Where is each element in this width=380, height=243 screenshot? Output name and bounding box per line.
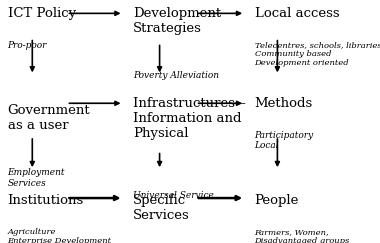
Text: People: People [255, 194, 299, 207]
Text: Universal Service: Universal Service [133, 191, 214, 200]
Text: Local access: Local access [255, 7, 339, 20]
Text: Participatory
Local: Participatory Local [255, 131, 314, 150]
Text: Employment
Services: Employment Services [8, 168, 65, 188]
Text: Government
as a user: Government as a user [8, 104, 90, 132]
Text: Infrastructures –
Information and
Physical: Infrastructures – Information and Physic… [133, 97, 246, 140]
Text: Institutions: Institutions [8, 194, 84, 207]
Text: Pro-poor: Pro-poor [8, 41, 47, 50]
Text: Methods: Methods [255, 97, 313, 110]
Text: Farmers, Women,
Disadvantaged groups
Entrepreneurs
Youths: Farmers, Women, Disadvantaged groups Ent… [255, 228, 350, 243]
Text: Development
Strategies: Development Strategies [133, 7, 221, 35]
Text: Specific
Services: Specific Services [133, 194, 190, 222]
Text: Agriculture
Enterprise Development
Education
Health: Agriculture Enterprise Development Educa… [8, 228, 112, 243]
Text: Poverty Alleviation: Poverty Alleviation [133, 71, 219, 80]
Text: Telecentres, schools, libraries
Community based
Development oriented: Telecentres, schools, libraries Communit… [255, 41, 380, 67]
Text: ICT Policy: ICT Policy [8, 7, 76, 20]
